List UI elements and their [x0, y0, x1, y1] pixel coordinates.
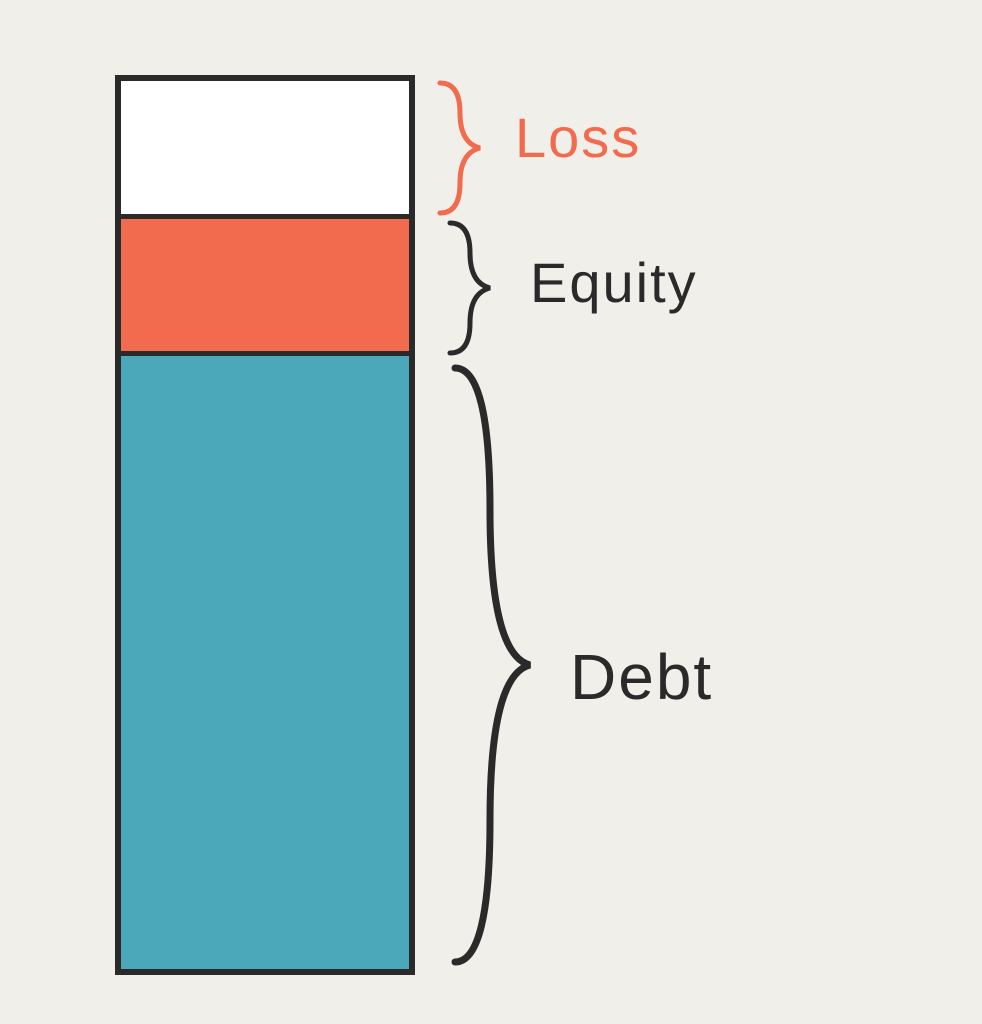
equity-brace-icon — [440, 218, 510, 358]
debt-segment — [121, 356, 409, 969]
loss-brace-icon — [430, 78, 500, 218]
equity-segment — [121, 219, 409, 357]
loss-segment — [121, 81, 409, 219]
loss-label: Loss — [515, 105, 641, 170]
capital-stack-bar — [115, 75, 415, 975]
equity-label: Equity — [530, 250, 698, 315]
debt-brace-icon — [440, 360, 550, 970]
debt-label: Debt — [570, 640, 713, 714]
